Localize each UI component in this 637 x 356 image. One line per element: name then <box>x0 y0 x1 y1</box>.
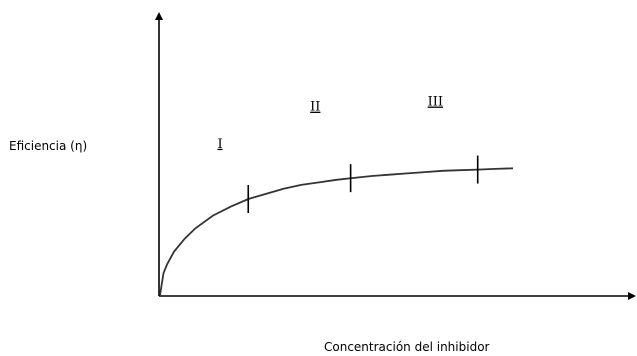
y-axis-label: Eficiencia (η) <box>9 139 87 153</box>
region-label-3: III <box>428 95 443 110</box>
efficiency-curve <box>159 167 514 296</box>
region-label-1: I <box>217 137 222 152</box>
region-boundaries <box>247 155 479 213</box>
region-labels: III III <box>217 95 443 152</box>
region-label-2: II <box>310 100 320 115</box>
x-axis-label: Concentración del inhibidor <box>324 340 490 354</box>
